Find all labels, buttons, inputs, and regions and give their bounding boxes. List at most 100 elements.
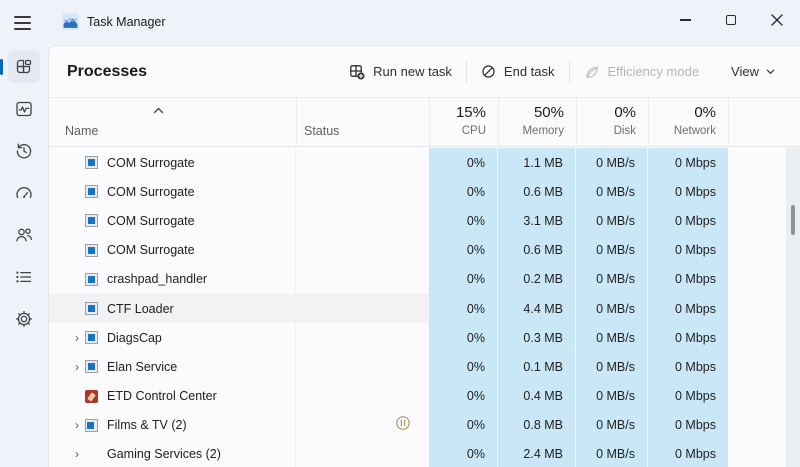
process-icon bbox=[85, 302, 98, 316]
sidebar-item-app-history[interactable] bbox=[0, 135, 48, 167]
table-row[interactable]: › ETD Control Center 0% 0.4 MB 0 MB/s 0 … bbox=[49, 381, 800, 411]
table-row[interactable]: › DiagsCap 0% 0.3 MB 0 MB/s 0 Mbps bbox=[49, 323, 800, 353]
table-row[interactable]: › COM Surrogate 0% 1.1 MB 0 MB/s 0 Mbps bbox=[49, 148, 800, 178]
disk-cell: 0 MB/s bbox=[576, 323, 648, 353]
sidebar-item-performance[interactable] bbox=[0, 93, 48, 125]
expand-chevron-icon[interactable]: › bbox=[75, 330, 79, 345]
process-name: Gaming Services (2) bbox=[107, 447, 221, 462]
table-row[interactable]: › Films & TV (2) 0% 0.8 MB 0 MB/s 0 Mbps bbox=[49, 410, 800, 440]
close-icon[interactable] bbox=[754, 0, 800, 40]
cpu-cell: 0% bbox=[429, 293, 498, 324]
process-name: DiagsCap bbox=[107, 330, 162, 345]
expand-chevron-icon[interactable]: › bbox=[75, 418, 79, 433]
sidebar bbox=[0, 45, 48, 467]
memory-cell: 0.4 MB bbox=[498, 381, 576, 411]
suspended-pause-icon bbox=[395, 415, 411, 436]
maximize-icon[interactable] bbox=[708, 0, 754, 40]
column-header-network[interactable]: 0% Network bbox=[648, 98, 728, 146]
process-icon bbox=[85, 214, 98, 228]
status-cell bbox=[296, 265, 429, 294]
table-row[interactable]: › CTF Loader 0% 4.4 MB 0 MB/s 0 Mbps bbox=[49, 293, 800, 324]
status-cell bbox=[296, 236, 429, 265]
column-header-memory[interactable]: 50% Memory bbox=[498, 98, 576, 146]
memory-cell: 0.1 MB bbox=[498, 352, 576, 382]
disk-cell: 0 MB/s bbox=[576, 439, 648, 467]
toolbar-separator bbox=[465, 60, 467, 83]
processes-icon bbox=[8, 51, 40, 83]
column-header-cpu[interactable]: 15% CPU bbox=[429, 98, 498, 146]
end-task-icon bbox=[481, 64, 496, 79]
status-cell bbox=[296, 352, 429, 381]
column-header-disk[interactable]: 0% Disk bbox=[576, 98, 648, 146]
services-icon bbox=[8, 303, 40, 335]
process-icon bbox=[85, 156, 98, 170]
process-name-cell: › CTF Loader bbox=[49, 293, 296, 324]
process-icon bbox=[85, 272, 98, 286]
cpu-cell: 0% bbox=[429, 235, 498, 265]
network-cell: 0 Mbps bbox=[648, 352, 728, 382]
chevron-down-icon bbox=[765, 66, 776, 77]
users-icon bbox=[8, 219, 40, 251]
view-dropdown[interactable]: View bbox=[721, 57, 786, 86]
run-new-task-icon bbox=[349, 64, 365, 80]
scrollbar-thumb[interactable] bbox=[791, 205, 795, 235]
hamburger-menu-icon[interactable] bbox=[14, 12, 40, 34]
column-divider bbox=[728, 98, 729, 146]
table-row[interactable]: › crashpad_handler 0% 0.2 MB 0 MB/s 0 Mb… bbox=[49, 264, 800, 294]
process-name-cell: › Elan Service bbox=[49, 352, 296, 382]
sidebar-item-processes[interactable] bbox=[0, 51, 48, 83]
expand-chevron-icon[interactable]: › bbox=[75, 447, 79, 462]
expand-chevron-icon[interactable]: › bbox=[75, 359, 79, 374]
memory-cell: 0.2 MB bbox=[498, 264, 576, 294]
memory-total: 50% bbox=[533, 104, 564, 121]
cpu-total: 15% bbox=[455, 104, 486, 121]
memory-cell: 0.6 MB bbox=[498, 235, 576, 265]
process-icon bbox=[85, 185, 98, 199]
app-window-icon bbox=[85, 302, 98, 316]
cpu-cell: 0% bbox=[429, 206, 498, 236]
status-cell bbox=[296, 148, 429, 177]
app-window-icon bbox=[85, 214, 98, 228]
app-history-icon bbox=[8, 135, 40, 167]
table-row[interactable]: › COM Surrogate 0% 0.6 MB 0 MB/s 0 Mbps bbox=[49, 235, 800, 265]
process-name: Elan Service bbox=[107, 359, 178, 374]
column-header-status[interactable]: Status bbox=[304, 124, 340, 138]
sidebar-item-details[interactable] bbox=[0, 261, 48, 293]
status-cell bbox=[296, 177, 429, 206]
status-cell bbox=[296, 382, 429, 411]
network-cell: 0 Mbps bbox=[648, 381, 728, 411]
table-row[interactable]: › COM Surrogate 0% 3.1 MB 0 MB/s 0 Mbps bbox=[49, 206, 800, 236]
process-icon bbox=[85, 389, 98, 403]
table-row[interactable]: › COM Surrogate 0% 0.6 MB 0 MB/s 0 Mbps bbox=[49, 177, 800, 207]
status-cell bbox=[296, 293, 429, 324]
titlebar: Task Manager bbox=[0, 0, 800, 45]
process-name-cell: › Films & TV (2) bbox=[49, 410, 296, 440]
process-name: CTF Loader bbox=[107, 301, 174, 316]
table-row[interactable]: › Elan Service 0% 0.1 MB 0 MB/s 0 Mbps bbox=[49, 352, 800, 382]
process-icon bbox=[85, 331, 98, 345]
process-icon bbox=[85, 360, 98, 374]
process-name: Films & TV (2) bbox=[107, 418, 187, 433]
efficiency-mode-leaf-icon bbox=[584, 64, 600, 80]
table-row[interactable]: › Gaming Services (2) 0% 2.4 MB 0 MB/s 0… bbox=[49, 439, 800, 467]
minimize-icon[interactable] bbox=[662, 0, 708, 40]
memory-cell: 0.3 MB bbox=[498, 323, 576, 353]
details-icon bbox=[8, 261, 40, 293]
cpu-cell: 0% bbox=[429, 177, 498, 207]
efficiency-mode-button[interactable]: Efficiency mode bbox=[574, 57, 710, 87]
disk-label: Disk bbox=[613, 125, 636, 137]
app-window-icon bbox=[85, 156, 98, 170]
sidebar-item-users[interactable] bbox=[0, 219, 48, 251]
window-controls bbox=[662, 0, 800, 40]
run-new-task-button[interactable]: Run new task bbox=[339, 57, 462, 87]
scrollbar-track[interactable] bbox=[786, 148, 800, 467]
network-cell: 0 Mbps bbox=[648, 177, 728, 207]
sidebar-item-services[interactable] bbox=[0, 303, 48, 335]
main-panel: Processes Run new task End t bbox=[48, 45, 800, 467]
column-header-name[interactable]: Name bbox=[65, 124, 99, 138]
end-task-button[interactable]: End task bbox=[471, 57, 565, 86]
toolbar-separator bbox=[568, 60, 570, 83]
disk-total: 0% bbox=[614, 104, 636, 121]
process-name-cell: › COM Surrogate bbox=[49, 148, 296, 178]
sidebar-item-startup-apps[interactable] bbox=[0, 177, 48, 209]
